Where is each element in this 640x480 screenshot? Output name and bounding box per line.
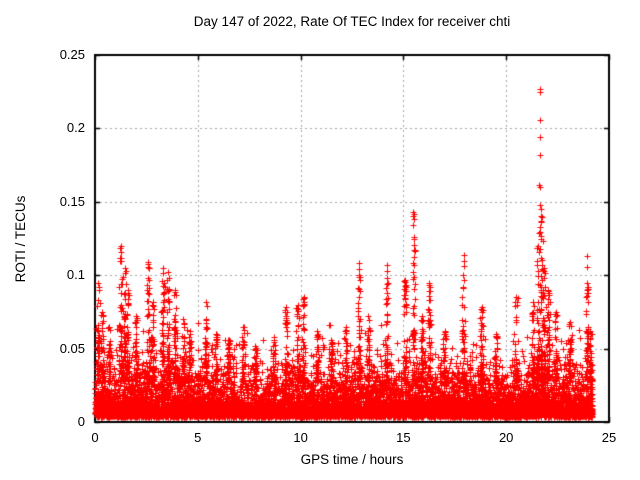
x-tick-label: 5 — [194, 430, 202, 445]
y-axis-label: ROTI / TECUs — [13, 195, 28, 283]
y-tick-label: 0 — [77, 414, 85, 429]
y-tick-label: 0.05 — [59, 340, 85, 356]
x-tick-label: 15 — [396, 430, 411, 445]
x-tick-label: 10 — [293, 430, 308, 445]
x-axis-label: GPS time / hours — [300, 452, 404, 467]
x-tick-label: 0 — [91, 430, 99, 445]
y-tick-label: 0.25 — [59, 47, 85, 62]
y-tick-label: 0.2 — [66, 120, 85, 136]
x-tick-label: 25 — [601, 430, 617, 445]
x-tick-label: 20 — [498, 430, 514, 445]
y-tick-label: 0.1 — [66, 267, 85, 283]
y-tick-label: 0.15 — [59, 193, 85, 209]
chart-title: Day 147 of 2022, Rate Of TEC Index for r… — [193, 14, 511, 29]
